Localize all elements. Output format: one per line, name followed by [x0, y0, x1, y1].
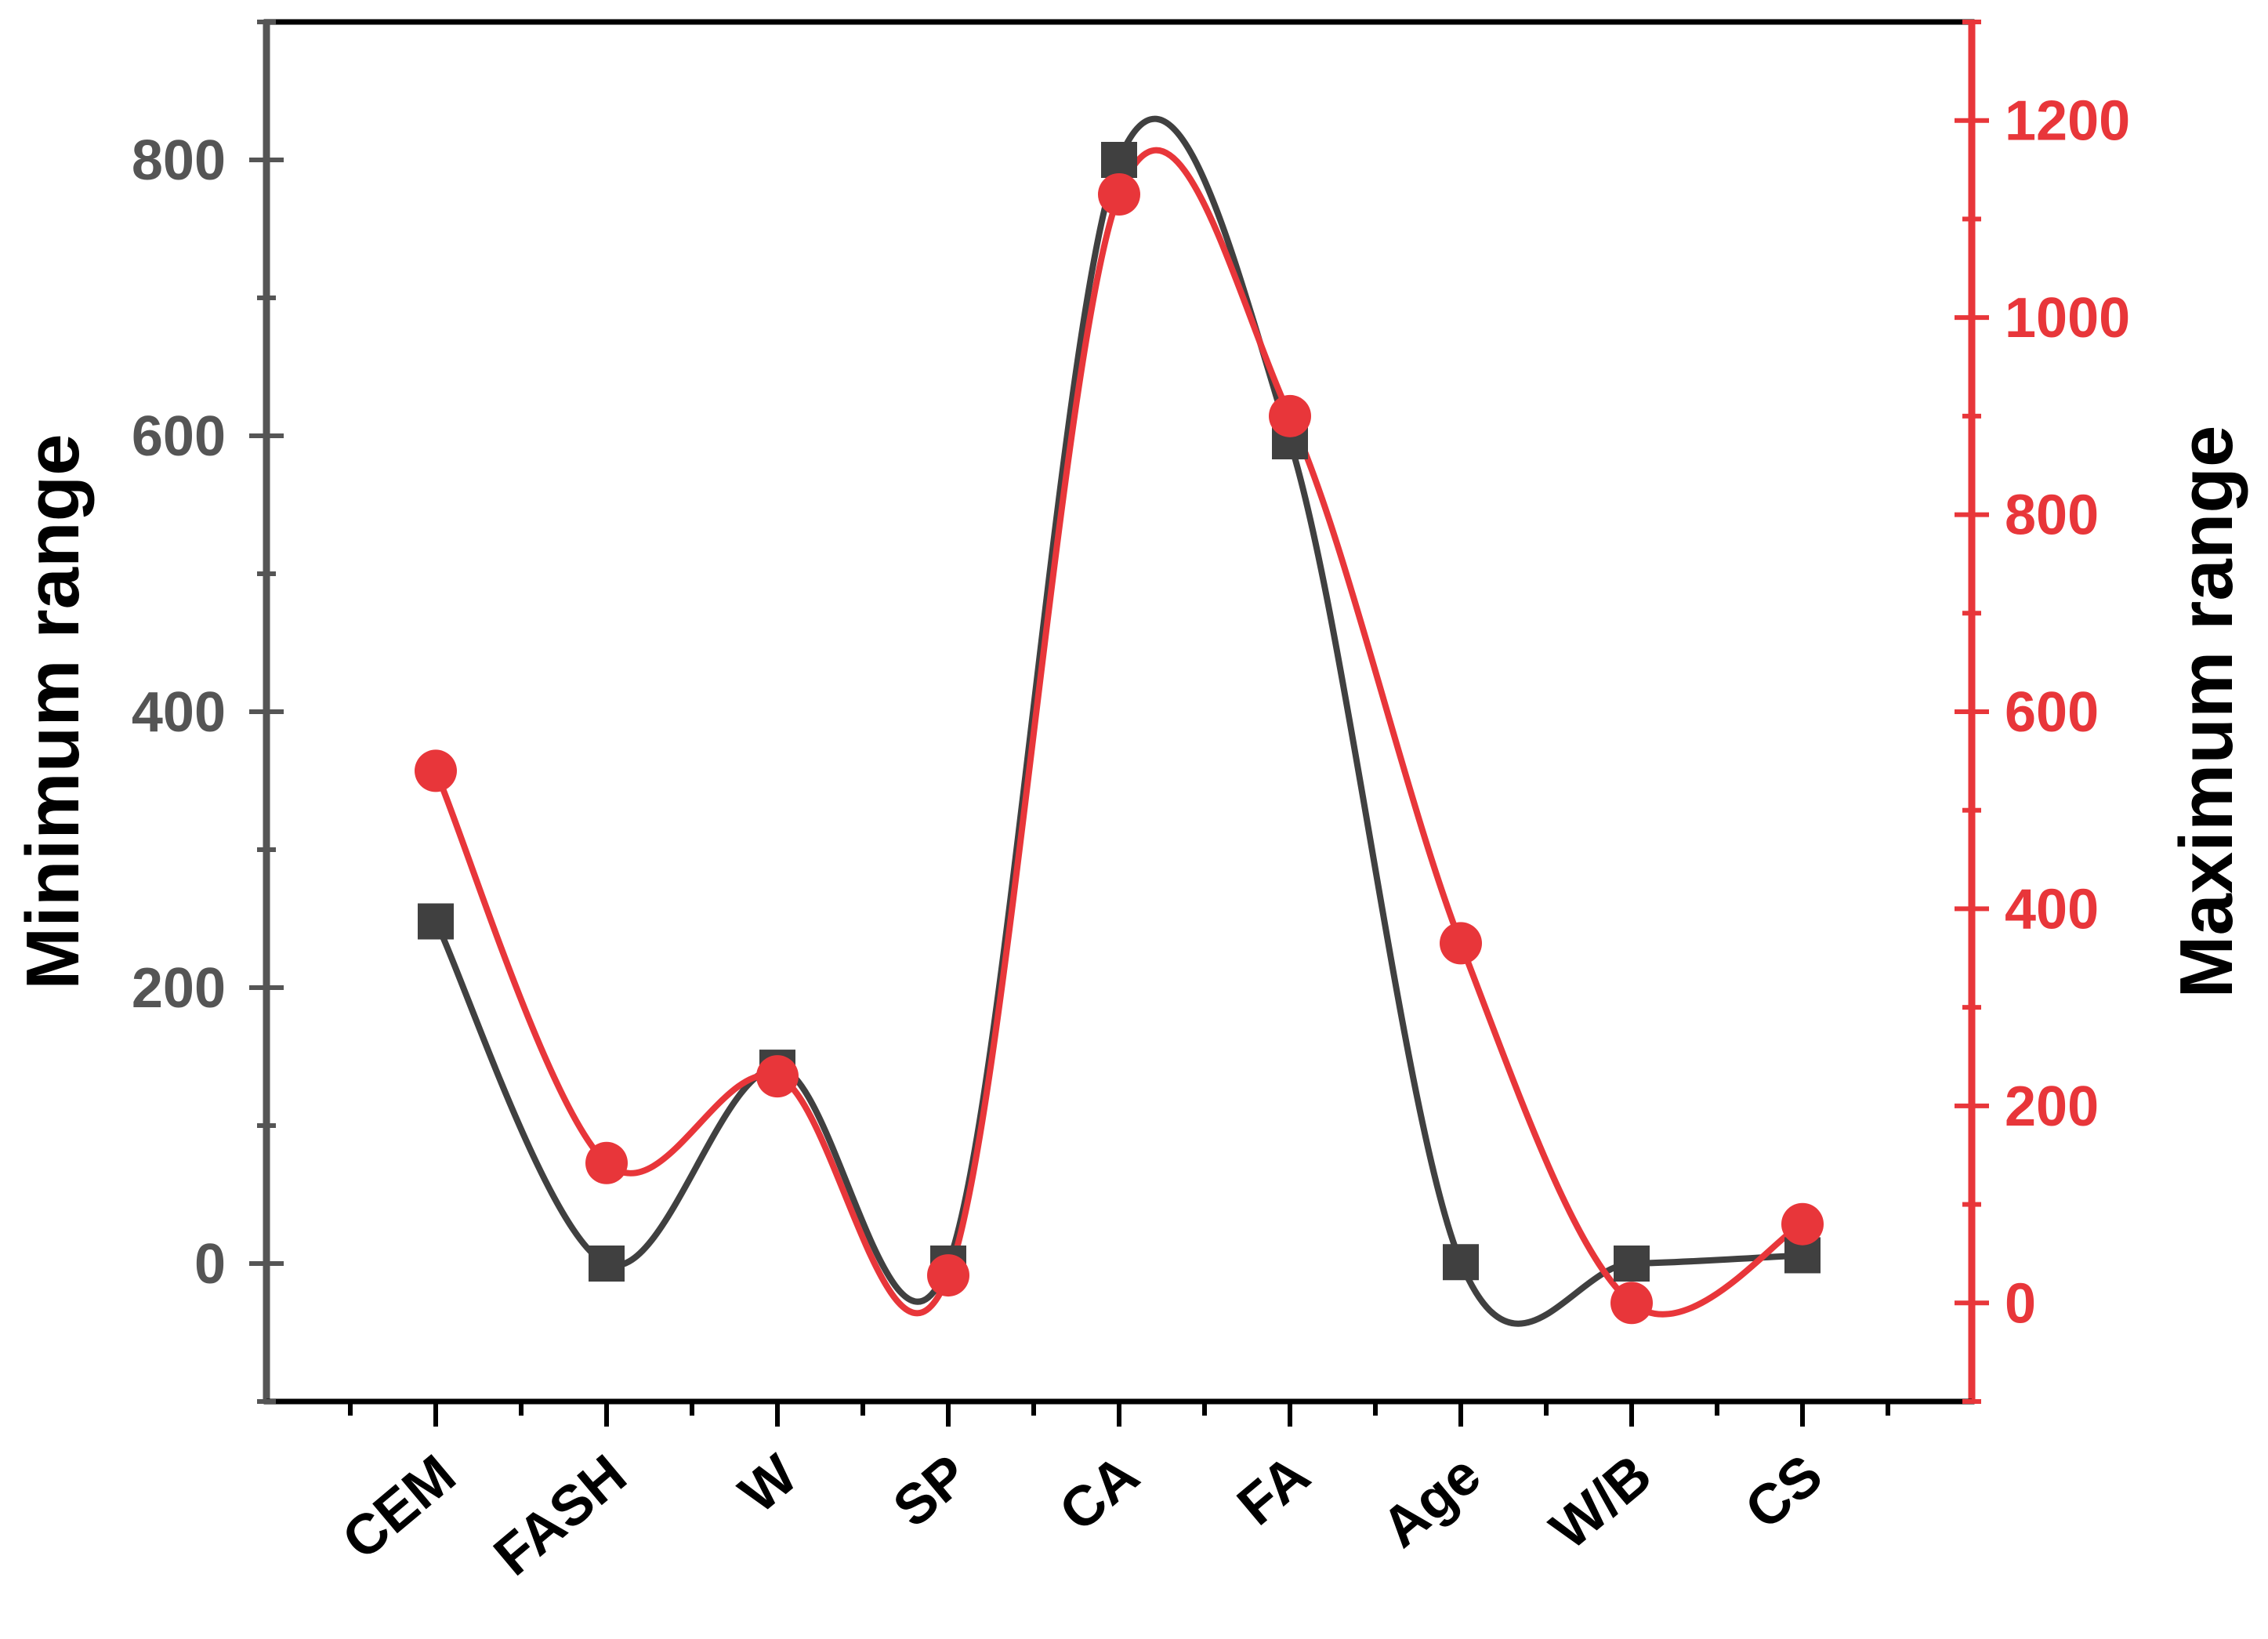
left-tick-label: 0	[194, 1233, 226, 1296]
series-line-maximum	[433, 147, 1804, 1318]
x-tick-label: FA	[1226, 1443, 1321, 1537]
right-tick-label: 1000	[2005, 287, 2130, 350]
left-tick-label: 400	[132, 681, 226, 744]
right-axis-ticks	[1955, 20, 1989, 1404]
right-tick-label: 400	[2005, 878, 2099, 941]
square-marker	[418, 903, 454, 940]
left-axis-labels: 0 200 400 600 800	[132, 129, 226, 1296]
x-tick-label: W/B	[1539, 1443, 1664, 1561]
square-marker	[1443, 1244, 1479, 1281]
series-markers	[415, 142, 1824, 1325]
x-tick-label: SP	[882, 1443, 980, 1539]
x-tick-label: CEM	[331, 1443, 467, 1572]
x-tick-label: Age	[1371, 1443, 1493, 1560]
circle-marker	[1781, 1202, 1824, 1246]
left-tick-label: 800	[132, 129, 226, 192]
circle-marker	[1269, 394, 1311, 437]
x-tick-label: CS	[1734, 1443, 1834, 1542]
circle-marker	[927, 1254, 969, 1297]
right-tick-label: 800	[2005, 484, 2099, 547]
square-marker	[1101, 142, 1137, 178]
x-tick-label: CA	[1048, 1443, 1150, 1543]
right-axis-labels: 0 200 400 600 800 1000 1200	[2005, 90, 2130, 1336]
square-marker	[589, 1246, 625, 1282]
x-axis-ticks	[348, 1401, 1890, 1427]
right-tick-label: 600	[2005, 681, 2099, 744]
left-axis-title: Minimum range	[11, 433, 95, 989]
circle-marker	[1440, 922, 1482, 965]
plot-frame	[263, 19, 1975, 1405]
circle-marker	[585, 1141, 628, 1184]
left-tick-label: 200	[132, 957, 226, 1020]
x-axis-labels: CEM FASH W SP CA FA Age W/B CS	[331, 1443, 1834, 1588]
left-axis-ticks	[249, 20, 284, 1404]
circle-marker	[1610, 1282, 1653, 1325]
circle-marker	[756, 1055, 799, 1098]
right-tick-label: 1200	[2005, 90, 2130, 153]
right-axis-title: Maximum range	[2165, 426, 2248, 999]
x-tick-label: W	[728, 1443, 810, 1525]
circle-marker	[1098, 173, 1140, 216]
x-tick-label: FASH	[483, 1443, 639, 1588]
circle-marker	[415, 749, 457, 792]
right-tick-label: 200	[2005, 1075, 2099, 1138]
right-tick-label: 0	[2005, 1272, 2036, 1335]
series-line-minimum	[433, 115, 1803, 1327]
square-marker	[1614, 1246, 1650, 1282]
left-tick-label: 600	[132, 405, 226, 468]
series-lines	[433, 115, 1804, 1327]
